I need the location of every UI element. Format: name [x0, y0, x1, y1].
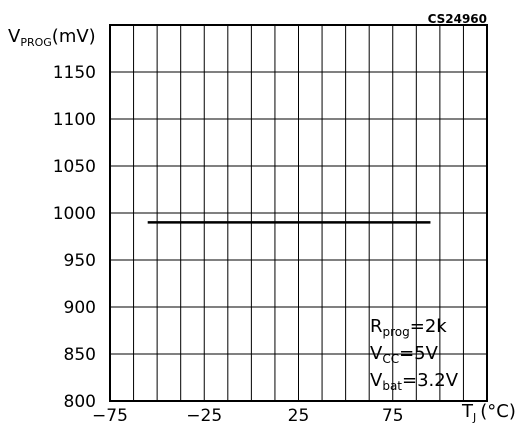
y-axis-title: VPROG(mV) [8, 26, 96, 49]
y-axis-title-unit: (mV) [52, 26, 96, 47]
condition-vcc: VCC=5V [370, 343, 439, 366]
x-axis-title-main: T [461, 401, 474, 422]
y-tick-label: 1000 [53, 204, 96, 224]
x-tick-label: 75 [382, 406, 404, 426]
conditions-box: Rprog=2k VCC=5V Vbat=3.2V [370, 316, 459, 393]
y-tick-label: 1050 [53, 157, 96, 177]
condition-vbat-sub: bat [382, 379, 402, 393]
y-tick-label: 900 [64, 298, 96, 318]
condition-vbat-main: V [370, 370, 383, 391]
x-tick-label: 25 [288, 406, 310, 426]
x-axis-title: TJ (°C) [461, 401, 516, 424]
condition-rprog-main: R [370, 316, 383, 337]
y-tick-label: 850 [64, 345, 96, 365]
condition-rprog-sub: prog [383, 325, 410, 339]
x-tick-labels: −75 −25 25 75 [92, 406, 404, 426]
y-axis-title-main: V [8, 26, 21, 47]
x-axis-title-sub: J [472, 411, 476, 424]
y-tick-label: 1100 [53, 110, 96, 130]
x-tick-label: −25 [186, 406, 222, 426]
grid [110, 25, 487, 401]
condition-rprog-value: =2k [410, 316, 448, 337]
x-axis-title-unit: (°C) [480, 401, 516, 422]
figure-code: CS24960 [428, 12, 487, 26]
condition-rprog: Rprog=2k [370, 316, 447, 339]
condition-vcc-main: V [370, 343, 383, 364]
plot-frame [109, 24, 488, 402]
condition-vcc-sub: CC [382, 352, 399, 366]
condition-vbat-value: =3.2V [402, 370, 459, 391]
y-tick-label: 950 [64, 251, 96, 271]
x-tick-label: −75 [92, 406, 128, 426]
y-tick-label: 1150 [53, 63, 96, 83]
condition-vbat: Vbat=3.2V [370, 370, 459, 393]
y-tick-label: 800 [64, 392, 96, 412]
condition-vcc-value: =5V [399, 343, 439, 364]
y-axis-title-sub: PROG [20, 36, 51, 49]
y-tick-labels: 800 850 900 950 1000 1050 1100 1150 [53, 63, 96, 412]
